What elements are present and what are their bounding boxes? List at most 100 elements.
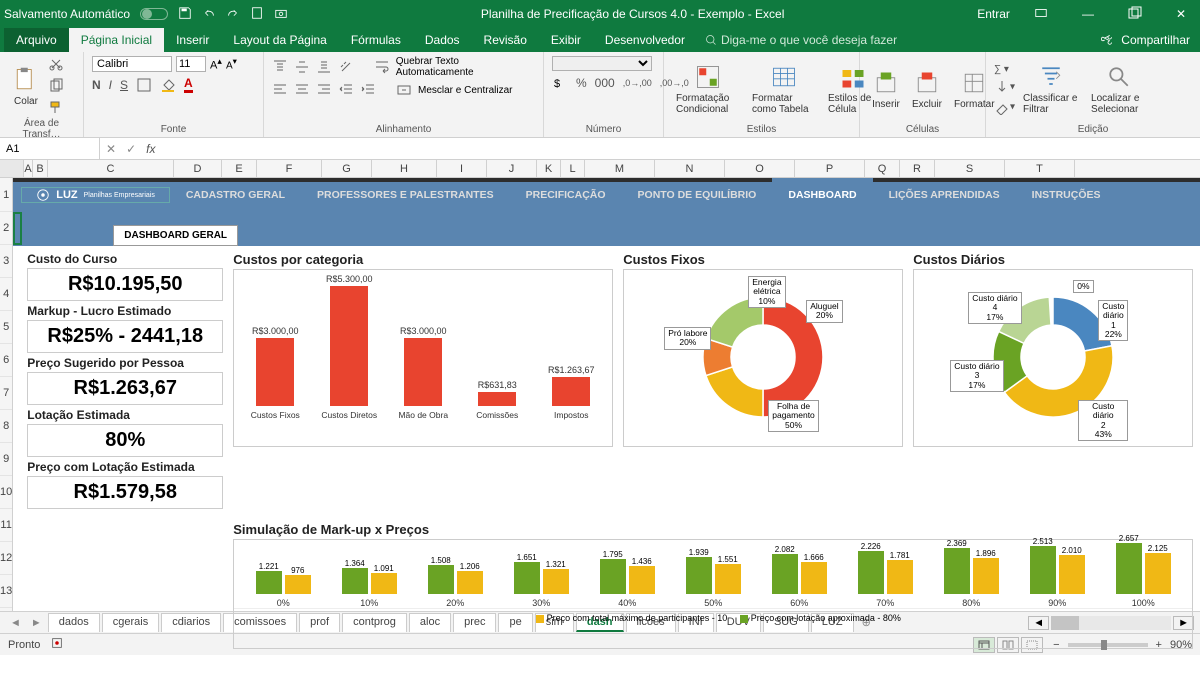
- align-left-icon[interactable]: [272, 82, 288, 98]
- font-color-icon[interactable]: A: [184, 76, 193, 93]
- formula-input[interactable]: [165, 141, 1194, 156]
- nav-ponto-de-equilíbrio[interactable]: PONTO DE EQUILÍBRIO: [622, 178, 773, 212]
- comma-icon[interactable]: 000: [595, 76, 615, 90]
- tab-layout-da-página[interactable]: Layout da Página: [221, 28, 338, 52]
- wrap-text-icon[interactable]: [374, 59, 390, 75]
- col-header-Q[interactable]: Q: [865, 160, 900, 177]
- font-name-select[interactable]: [92, 56, 172, 72]
- accept-formula-icon[interactable]: ✓: [126, 142, 136, 156]
- cancel-formula-icon[interactable]: ✕: [106, 142, 116, 156]
- row-header-5[interactable]: 5: [0, 311, 12, 344]
- row-header-6[interactable]: 6: [0, 344, 12, 377]
- nav-lições-aprendidas[interactable]: LIÇÕES APRENDIDAS: [873, 178, 1016, 212]
- row-header-13[interactable]: 13: [0, 575, 12, 608]
- row-header-4[interactable]: 4: [0, 278, 12, 311]
- row-header-11[interactable]: 11: [0, 509, 12, 542]
- tellme-search[interactable]: Diga-me o que você deseja fazer: [697, 28, 897, 52]
- nav-cadastro-geral[interactable]: CADASTRO GERAL: [170, 178, 301, 212]
- col-header-F[interactable]: F: [257, 160, 322, 177]
- col-header-D[interactable]: D: [174, 160, 222, 177]
- clear-icon[interactable]: ▾: [994, 99, 1015, 115]
- fill-icon[interactable]: ▾: [994, 79, 1015, 95]
- merge-icon[interactable]: [396, 82, 412, 98]
- col-header-R[interactable]: R: [900, 160, 935, 177]
- font-size-select[interactable]: [176, 56, 206, 72]
- align-bottom-icon[interactable]: [316, 59, 332, 75]
- zoom-slider[interactable]: [1068, 643, 1148, 647]
- dashboard-geral-button[interactable]: DASHBOARD GERAL: [113, 225, 238, 246]
- signin-link[interactable]: Entrar: [977, 7, 1010, 21]
- paste-button[interactable]: Colar: [8, 64, 44, 109]
- increase-font-icon[interactable]: A▴: [210, 56, 222, 72]
- orientation-icon[interactable]: [338, 59, 354, 75]
- sort-filter-button[interactable]: Classificar e Filtrar: [1019, 61, 1083, 117]
- col-header-E[interactable]: E: [222, 160, 257, 177]
- tab-revisão[interactable]: Revisão: [472, 28, 539, 52]
- minimize-icon[interactable]: —: [1072, 7, 1104, 21]
- col-header-G[interactable]: G: [322, 160, 372, 177]
- underline-button[interactable]: S: [120, 78, 128, 92]
- nav-precificação[interactable]: PRECIFICAÇÃO: [510, 178, 622, 212]
- tab-inserir[interactable]: Inserir: [164, 28, 221, 52]
- maximize-icon[interactable]: [1118, 6, 1152, 23]
- close-icon[interactable]: ✕: [1166, 7, 1196, 21]
- hscroll-track[interactable]: [1051, 616, 1171, 630]
- name-box[interactable]: A1: [0, 138, 100, 159]
- col-header-S[interactable]: S: [935, 160, 1005, 177]
- worksheet[interactable]: LUZ Planilhas Empresariais CADASTRO GERA…: [13, 178, 1200, 611]
- col-header-M[interactable]: M: [585, 160, 655, 177]
- row-header-9[interactable]: 9: [0, 443, 12, 476]
- tab-desenvolvedor[interactable]: Desenvolvedor: [593, 28, 697, 52]
- ribbon-options-icon[interactable]: [1024, 6, 1058, 23]
- col-header-B[interactable]: B: [33, 160, 48, 177]
- row-header-10[interactable]: 10: [0, 476, 12, 509]
- col-header-K[interactable]: K: [537, 160, 561, 177]
- increase-indent-icon[interactable]: [360, 82, 376, 98]
- cut-icon[interactable]: [48, 56, 64, 72]
- share-button[interactable]: Compartilhar: [1121, 33, 1190, 47]
- fill-color-icon[interactable]: [160, 77, 176, 93]
- autosum-icon[interactable]: ∑ ▾: [994, 64, 1015, 75]
- col-header-I[interactable]: I: [437, 160, 487, 177]
- camera-icon[interactable]: [274, 6, 288, 23]
- col-header-H[interactable]: H: [372, 160, 437, 177]
- decrease-font-icon[interactable]: A▾: [226, 56, 237, 71]
- currency-icon[interactable]: $: [552, 75, 568, 91]
- delete-cells-button[interactable]: Excluir: [908, 67, 946, 112]
- row-header-7[interactable]: 7: [0, 377, 12, 410]
- align-right-icon[interactable]: [316, 82, 332, 98]
- tab-exibir[interactable]: Exibir: [539, 28, 593, 52]
- touch-icon[interactable]: [250, 6, 264, 23]
- fx-icon[interactable]: fx: [146, 142, 155, 156]
- col-header-N[interactable]: N: [655, 160, 725, 177]
- align-middle-icon[interactable]: [294, 59, 310, 75]
- nav-dashboard[interactable]: DASHBOARD: [772, 178, 872, 212]
- align-center-icon[interactable]: [294, 82, 310, 98]
- redo-icon[interactable]: [226, 6, 240, 23]
- col-header-O[interactable]: O: [725, 160, 795, 177]
- autosave-toggle[interactable]: [140, 8, 168, 20]
- conditional-formatting-button[interactable]: Formatação Condicional: [672, 61, 744, 117]
- insert-cells-button[interactable]: Inserir: [868, 67, 904, 112]
- copy-icon[interactable]: [48, 78, 64, 94]
- decrease-indent-icon[interactable]: [338, 82, 354, 98]
- number-format-select[interactable]: [552, 56, 652, 71]
- row-header-8[interactable]: 8: [0, 410, 12, 443]
- percent-icon[interactable]: %: [576, 76, 587, 90]
- nav-professores-e-palestrantes[interactable]: PROFESSORES E PALESTRANTES: [301, 178, 510, 212]
- format-painter-icon[interactable]: [48, 100, 64, 116]
- row-header-3[interactable]: 3: [0, 245, 12, 278]
- share-icon[interactable]: [1101, 32, 1115, 49]
- find-select-button[interactable]: Localizar e Selecionar: [1087, 61, 1151, 117]
- row-header-12[interactable]: 12: [0, 542, 12, 575]
- bold-button[interactable]: N: [92, 78, 101, 92]
- col-header-P[interactable]: P: [795, 160, 865, 177]
- tab-dados[interactable]: Dados: [413, 28, 472, 52]
- format-as-table-button[interactable]: Formatar como Tabela: [748, 61, 820, 117]
- col-header-T[interactable]: T: [1005, 160, 1075, 177]
- italic-button[interactable]: I: [109, 78, 112, 92]
- row-header-1[interactable]: 1: [0, 178, 12, 212]
- col-header-C[interactable]: C: [48, 160, 174, 177]
- nav-instruções[interactable]: INSTRUÇÕES: [1016, 178, 1117, 212]
- align-top-icon[interactable]: [272, 59, 288, 75]
